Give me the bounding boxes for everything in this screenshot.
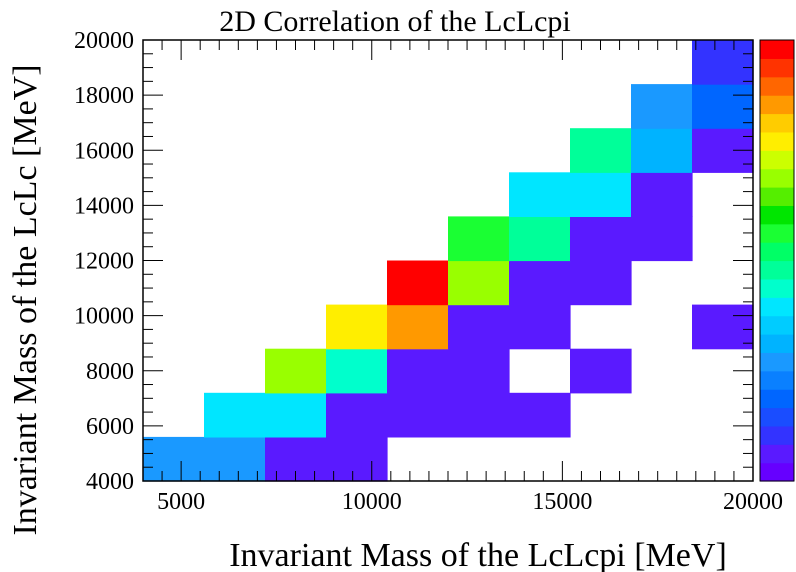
heatmap-cell	[631, 172, 693, 217]
color-scale-segment	[760, 370, 794, 390]
heatmap-cell	[448, 304, 510, 350]
color-scale-segment	[760, 407, 794, 427]
heatmap-cell	[265, 392, 327, 438]
color-scale-segment	[760, 242, 794, 262]
color-scale-segment	[760, 352, 794, 372]
x-tick-label: 10000	[342, 489, 402, 515]
heatmap-cell	[448, 216, 510, 262]
heatmap-cell	[570, 128, 632, 173]
color-scale-segment	[760, 205, 794, 225]
heatmap-cell	[509, 216, 571, 262]
x-tick-label: 20000	[723, 489, 783, 515]
heatmap-cell	[509, 304, 571, 350]
color-scale-segment	[760, 113, 794, 133]
y-tick-label: 16000	[74, 138, 134, 164]
heatmap-cell	[326, 348, 388, 394]
color-scale-segment	[760, 315, 794, 335]
heatmap-cell	[326, 436, 388, 482]
heatmap-cell	[204, 436, 266, 482]
y-axis-title: Invariant Mass of the LcLc [MeV]	[7, 64, 44, 535]
heatmap-cell	[509, 172, 571, 217]
x-axis-title: Invariant Mass of the LcLcpi [MeV]	[229, 537, 727, 572]
color-scale-segment	[760, 58, 794, 78]
color-scale-segment	[760, 260, 794, 280]
heatmap-cell	[204, 392, 266, 438]
color-scale-segment	[760, 150, 794, 170]
heatmap-cell	[631, 84, 693, 129]
heatmap-cell	[143, 436, 205, 482]
color-scale-segment	[760, 76, 794, 96]
color-scale-segment	[760, 168, 794, 188]
heatmap-cell	[570, 348, 632, 394]
heatmap-cell	[326, 304, 388, 350]
color-scale-segment	[760, 389, 794, 409]
heatmap-cell	[448, 348, 510, 394]
y-tick-label: 12000	[74, 249, 134, 275]
heatmap-cell	[265, 348, 327, 394]
heatmap-cell	[387, 260, 449, 306]
y-tick-label: 8000	[86, 359, 134, 385]
y-tick-label: 10000	[74, 304, 134, 330]
color-scale-segment	[760, 187, 794, 206]
color-scale-frame	[759, 39, 795, 482]
heatmap-cell	[570, 172, 632, 217]
heatmap-cell	[448, 392, 510, 438]
color-scale-segment	[760, 40, 794, 59]
heatmap-cell	[570, 260, 632, 306]
heatmap-cell	[509, 260, 571, 306]
heatmap-cell	[448, 260, 510, 306]
heatmap-cell	[326, 392, 388, 438]
color-scale-segment	[760, 131, 794, 151]
y-tick-label: 14000	[74, 193, 134, 219]
y-tick-label: 4000	[86, 469, 134, 495]
y-tick-label: 6000	[86, 414, 134, 440]
color-scale-segment	[760, 462, 794, 482]
x-tick-label: 15000	[532, 489, 592, 515]
heatmap-cell	[692, 40, 754, 85]
heatmap-cell	[692, 304, 754, 350]
heatmap-cell	[387, 304, 449, 350]
color-scale-segment	[760, 278, 794, 298]
color-scale-segment	[760, 95, 794, 115]
y-tick-label: 18000	[74, 83, 134, 109]
x-tick-label: 5000	[157, 489, 205, 515]
heatmap-cell	[387, 348, 449, 394]
heatmap-cell	[631, 128, 693, 173]
color-scale-segment	[760, 297, 794, 317]
heatmap-cell	[631, 216, 693, 262]
color-scale-segment	[760, 425, 794, 445]
heatmap-cell	[509, 392, 571, 438]
y-tick-label: 20000	[74, 28, 134, 54]
heatmap-cell	[692, 84, 754, 129]
color-scale-segment	[760, 444, 794, 464]
heatmap-cell	[570, 216, 632, 262]
color-scale-segment	[760, 223, 794, 243]
color-scale-segment	[760, 334, 794, 353]
chart-title: 2D Correlation of the LcLcpi	[219, 5, 571, 38]
heatmap-cell	[387, 392, 449, 438]
